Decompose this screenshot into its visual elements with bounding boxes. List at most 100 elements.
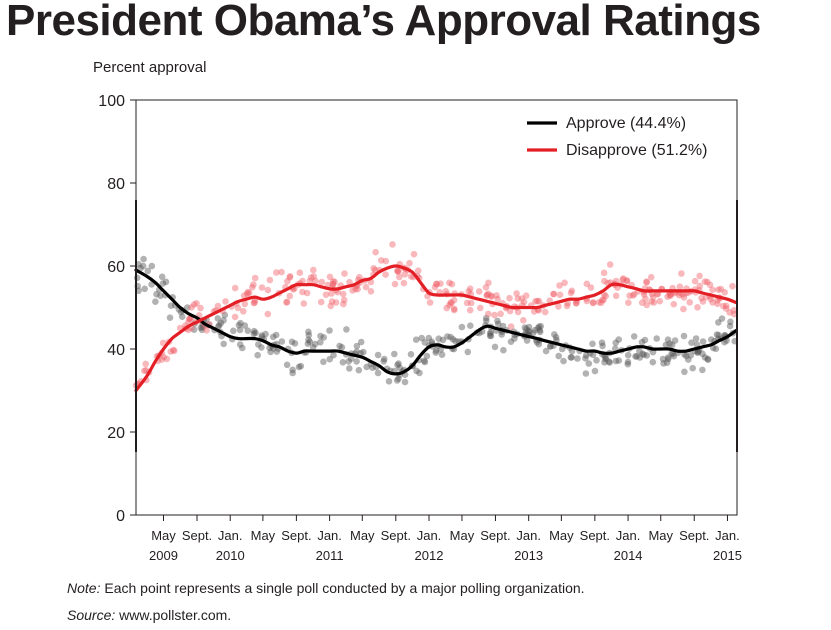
disapprove-poll-dot <box>493 292 500 299</box>
poll-dots-layer <box>132 241 738 389</box>
disapprove-poll-dot <box>623 277 630 284</box>
disapprove-poll-dot <box>371 266 379 274</box>
disapprove-poll-dot <box>317 298 325 306</box>
approve-poll-dot <box>507 338 515 346</box>
disapprove-poll-dot <box>463 299 471 307</box>
disapprove-poll-dot <box>283 298 291 306</box>
approve-poll-dot <box>438 351 446 359</box>
approve-poll-dot <box>537 322 544 330</box>
approve-poll-dot <box>295 363 303 371</box>
approve-poll-dot <box>269 333 277 341</box>
approve-poll-dot <box>713 331 721 338</box>
approve-poll-dot <box>701 354 709 361</box>
axes-layer: 0 20 40 60 80 100 May 2009 Sept. Jan. 2010 May Sept.… <box>98 93 742 563</box>
disapprove-poll-dot <box>619 276 627 283</box>
disapprove-poll-dot <box>589 299 597 306</box>
approve-poll-dot <box>491 343 499 351</box>
approve-poll-dot <box>615 357 623 364</box>
approve-poll-dot <box>432 349 440 356</box>
disapprove-poll-dot <box>448 299 455 307</box>
approve-poll-dot <box>535 323 543 331</box>
disapprove-poll-dot <box>328 298 336 305</box>
approve-poll-dot <box>726 322 734 330</box>
x-tick-label: Jan. <box>417 528 442 543</box>
disapprove-poll-dot <box>433 280 440 288</box>
approve-poll-dot <box>582 355 589 362</box>
approve-poll-dot <box>139 262 147 270</box>
approve-poll-dot <box>346 365 353 372</box>
approve-poll-dot <box>624 351 632 359</box>
disapprove-poll-dot <box>722 305 730 312</box>
approve-poll-dot <box>568 354 575 361</box>
approve-poll-dot <box>423 352 431 360</box>
approve-poll-dot <box>305 336 312 344</box>
approve-poll-dot <box>593 357 600 364</box>
disapprove-poll-dot <box>556 291 564 299</box>
disapprove-poll-dot <box>707 295 715 303</box>
approve-poll-dot <box>214 315 222 322</box>
disapprove-poll-dot <box>310 273 318 280</box>
approve-poll-dot <box>494 317 501 325</box>
disapprove-poll-dot <box>573 299 580 307</box>
disapprove-poll-dot <box>382 271 389 278</box>
x-tick-label: Jan. <box>218 528 243 543</box>
approve-poll-dot <box>467 322 474 330</box>
disapprove-poll-dot <box>467 299 475 307</box>
x-tick-label: May <box>151 528 176 543</box>
approve-poll-dot <box>345 358 353 365</box>
disapprove-poll-dot <box>318 278 326 286</box>
approve-poll-dot <box>715 319 722 326</box>
approve-poll-dot <box>591 367 599 375</box>
y-tick-label: 80 <box>107 176 125 193</box>
disapprove-poll-dot <box>401 271 409 278</box>
disapprove-poll-dot <box>626 292 633 300</box>
approve-poll-dot <box>244 327 252 335</box>
disapprove-poll-dot <box>709 299 716 306</box>
approve-poll-dot <box>343 326 350 333</box>
approve-poll-dot <box>589 340 596 348</box>
approve-poll-dot <box>605 358 613 365</box>
approve-poll-dot <box>458 323 466 331</box>
approve-poll-dot <box>632 353 639 360</box>
disapprove-poll-dot <box>159 339 167 347</box>
approve-poll-dot <box>401 378 409 386</box>
approve-poll-dot <box>262 330 269 338</box>
approve-poll-dot <box>699 350 706 358</box>
approve-poll-dot <box>643 352 651 359</box>
disapprove-poll-dot <box>488 292 495 300</box>
disapprove-poll-dot <box>414 267 422 275</box>
approve-poll-dot <box>395 375 402 383</box>
disapprove-poll-dot <box>729 282 736 290</box>
approve-poll-dot <box>357 338 365 346</box>
disapprove-poll-dot <box>483 292 491 299</box>
disapprove-poll-dot <box>561 279 568 287</box>
approve-poll-dot <box>250 327 258 335</box>
disapprove-poll-dot <box>406 259 413 267</box>
approve-poll-dot <box>158 273 166 281</box>
disapprove-poll-dot <box>433 280 440 288</box>
disapprove-poll-dot <box>141 367 148 375</box>
disapprove-poll-dot <box>332 299 340 306</box>
disapprove-poll-dot <box>231 313 239 321</box>
disapprove-poll-dot <box>331 278 338 286</box>
approve-poll-dot <box>500 346 507 354</box>
approve-poll-dot <box>291 340 299 347</box>
disapprove-poll-dot <box>485 279 492 287</box>
approve-poll-dot <box>494 320 502 328</box>
approve-poll-dot <box>671 337 679 344</box>
approve-poll-dot <box>320 358 327 366</box>
disapprove-poll-dot <box>170 346 177 354</box>
disapprove-poll-dot <box>286 274 294 281</box>
approve-poll-dot <box>531 326 539 334</box>
disapprove-poll-dot <box>394 268 401 275</box>
disapprove-poll-dot <box>620 275 627 282</box>
approve-poll-dot <box>547 342 554 350</box>
approve-poll-dot <box>439 336 447 344</box>
x-tick-label: Sept. <box>480 528 510 543</box>
disapprove-poll-dot <box>530 308 538 315</box>
disapprove-poll-dot <box>465 288 473 295</box>
x-tick-label: Sept. <box>679 528 709 543</box>
legend: Approve (44.4%) Disapprove (51.2%) <box>527 115 707 159</box>
disapprove-poll-dot <box>160 353 167 361</box>
disapprove-poll-dot <box>286 273 294 280</box>
